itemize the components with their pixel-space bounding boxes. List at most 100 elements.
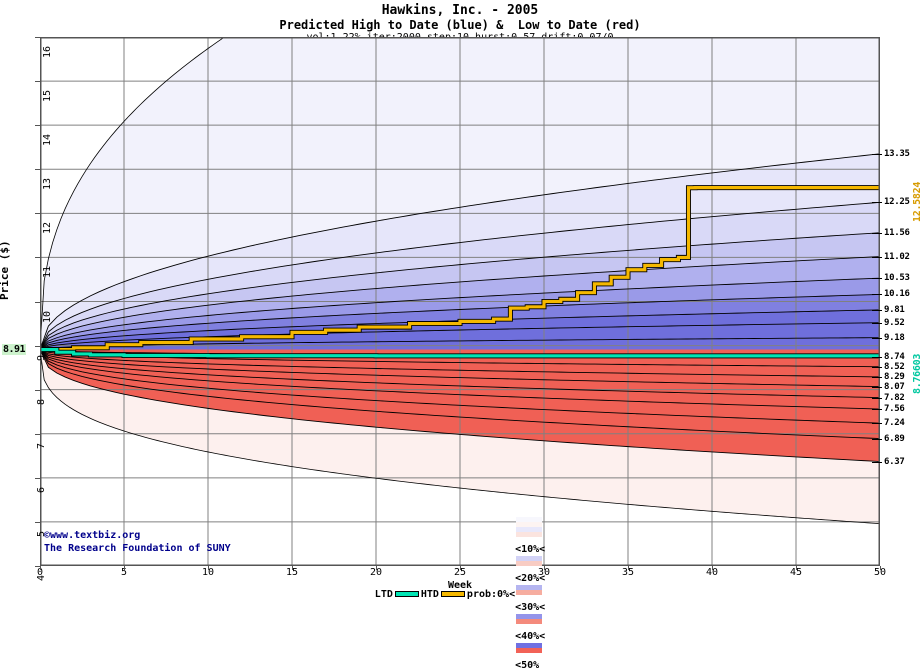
right-value-label-8-52: 8.52 <box>884 361 905 372</box>
x-axis-tick-35: 35 <box>621 567 635 578</box>
x-tick-mark <box>376 566 377 570</box>
y-axis-title: Price ($) <box>0 240 11 300</box>
y-axis-tick-7: 7 <box>36 442 48 449</box>
x-tick-mark <box>460 566 461 570</box>
x-tick-mark <box>712 566 713 570</box>
right-value-label-7-82: 7.82 <box>884 392 905 403</box>
right-tick-mark <box>872 438 882 440</box>
x-tick-mark <box>124 566 125 570</box>
right-value-label-8-74: 8.74 <box>884 352 905 363</box>
y-tick-mark <box>35 169 40 171</box>
right-tick-mark <box>872 232 882 234</box>
y-axis-tick-5: 5 <box>36 530 48 537</box>
legend-htd-label: HTD <box>420 588 439 600</box>
right-tick-mark <box>872 409 882 411</box>
legend-label-2: <20%< <box>515 572 546 584</box>
chart-legend: LTD HTD prob:0%< <10%< <20%< <30%< <40%< <50… <box>0 516 920 671</box>
chart-root: Hawkins, Inc. - 2005 Predicted High to D… <box>0 3 920 671</box>
y-tick-mark <box>35 566 40 567</box>
y-axis-tick-11: 11 <box>42 266 54 279</box>
y-axis-tick-10: 10 <box>42 310 54 323</box>
y-tick-mark <box>35 521 40 523</box>
x-tick-mark <box>628 566 629 570</box>
x-tick-mark <box>796 566 797 570</box>
right-value-label-7-56: 7.56 <box>884 404 905 415</box>
right-value-label-10-53: 10.53 <box>884 273 910 284</box>
y-tick-mark <box>35 433 40 435</box>
y-tick-mark <box>35 213 40 215</box>
right-tick-mark <box>872 256 882 258</box>
x-axis-tick-25: 25 <box>453 567 467 578</box>
right-tick-mark <box>872 322 882 324</box>
right-value-label-8-29: 8.29 <box>884 371 905 382</box>
x-tick-mark <box>40 566 41 570</box>
right-value-label-6-37: 6.37 <box>884 456 905 467</box>
y-tick-mark <box>35 37 40 38</box>
x-tick-mark <box>544 566 545 570</box>
legend-label-4: <40%< <box>515 630 546 642</box>
y-axis-tick-16: 16 <box>42 46 54 59</box>
x-axis-tick-50: 50 <box>873 567 887 578</box>
right-value-label-9-18: 9.18 <box>884 332 905 343</box>
x-axis-title: Week <box>447 580 473 591</box>
right-value-label-6-89: 6.89 <box>884 433 905 444</box>
legend-items: <10%< <20%< <30%< <40%< <50% <box>515 516 546 672</box>
right-value-label-7-24: 7.24 <box>884 418 905 429</box>
y-tick-mark <box>35 477 40 479</box>
ltd-final-value: 8.76603 <box>912 353 920 394</box>
legend-label-3: <30%< <box>515 601 546 613</box>
chart-subtitle: Predicted High to Date (blue) & Low to D… <box>279 18 641 32</box>
x-axis-tick-15: 15 <box>285 567 299 578</box>
legend-htd-swatch <box>440 591 465 597</box>
right-tick-mark <box>872 337 882 339</box>
y-axis-tick-12: 12 <box>42 222 54 235</box>
x-axis-tick-20: 20 <box>369 567 383 578</box>
y-axis-tick-15: 15 <box>42 90 54 103</box>
x-axis-tick-45: 45 <box>789 567 803 578</box>
legend-swatch-3 <box>516 584 543 595</box>
y-tick-mark <box>35 125 40 127</box>
legend-swatch-2 <box>516 555 543 566</box>
right-tick-mark <box>872 309 882 311</box>
legend-swatch-0 <box>516 516 543 527</box>
legend-label-5: <50% <box>515 659 540 671</box>
x-axis-tick-5: 5 <box>120 567 128 578</box>
x-tick-mark <box>208 566 209 570</box>
right-value-label-10-16: 10.16 <box>884 289 910 300</box>
credit-line-2: The Research Foundation of SUNY <box>44 543 231 554</box>
credit-text: ©www.textbiz.org The Research Foundation… <box>44 529 231 555</box>
right-tick-mark <box>872 294 882 296</box>
y-axis-tick-6: 6 <box>36 486 48 493</box>
right-tick-mark <box>872 202 882 204</box>
chart-canvas <box>40 37 880 566</box>
right-tick-mark <box>872 357 882 359</box>
legend-prob-label: prob:0%< <box>466 588 516 600</box>
y-tick-mark <box>35 389 40 391</box>
y-tick-mark <box>35 345 40 347</box>
right-value-label-8-07: 8.07 <box>884 381 905 392</box>
right-tick-mark <box>872 376 882 378</box>
legend-ltd-label: LTD <box>374 588 393 600</box>
plot-area <box>40 37 880 566</box>
right-value-label-11-56: 11.56 <box>884 227 910 238</box>
htd-final-value: 12.5824 <box>912 181 920 222</box>
right-tick-mark <box>872 461 882 463</box>
credit-line-1: ©www.textbiz.org <box>44 530 141 541</box>
y-tick-mark <box>35 301 40 303</box>
x-axis-tick-0: 0 <box>36 567 44 578</box>
y-tick-mark <box>35 81 40 83</box>
x-axis-tick-40: 40 <box>705 567 719 578</box>
legend-ltd-swatch <box>394 591 419 597</box>
y-axis-tick-8: 8 <box>36 398 48 405</box>
y-tick-mark <box>35 257 40 259</box>
x-axis-tick-10: 10 <box>201 567 215 578</box>
right-value-label-9-81: 9.81 <box>884 304 905 315</box>
legend-label-1: <10%< <box>515 543 546 555</box>
legend-swatch-5 <box>516 642 543 653</box>
legend-swatch-1 <box>516 526 543 537</box>
right-value-label-9-52: 9.52 <box>884 317 905 328</box>
right-tick-mark <box>872 386 882 388</box>
y-axis-tick-14: 14 <box>42 134 54 147</box>
right-tick-mark <box>872 366 882 368</box>
start-price-badge: 8.91 <box>2 343 27 355</box>
